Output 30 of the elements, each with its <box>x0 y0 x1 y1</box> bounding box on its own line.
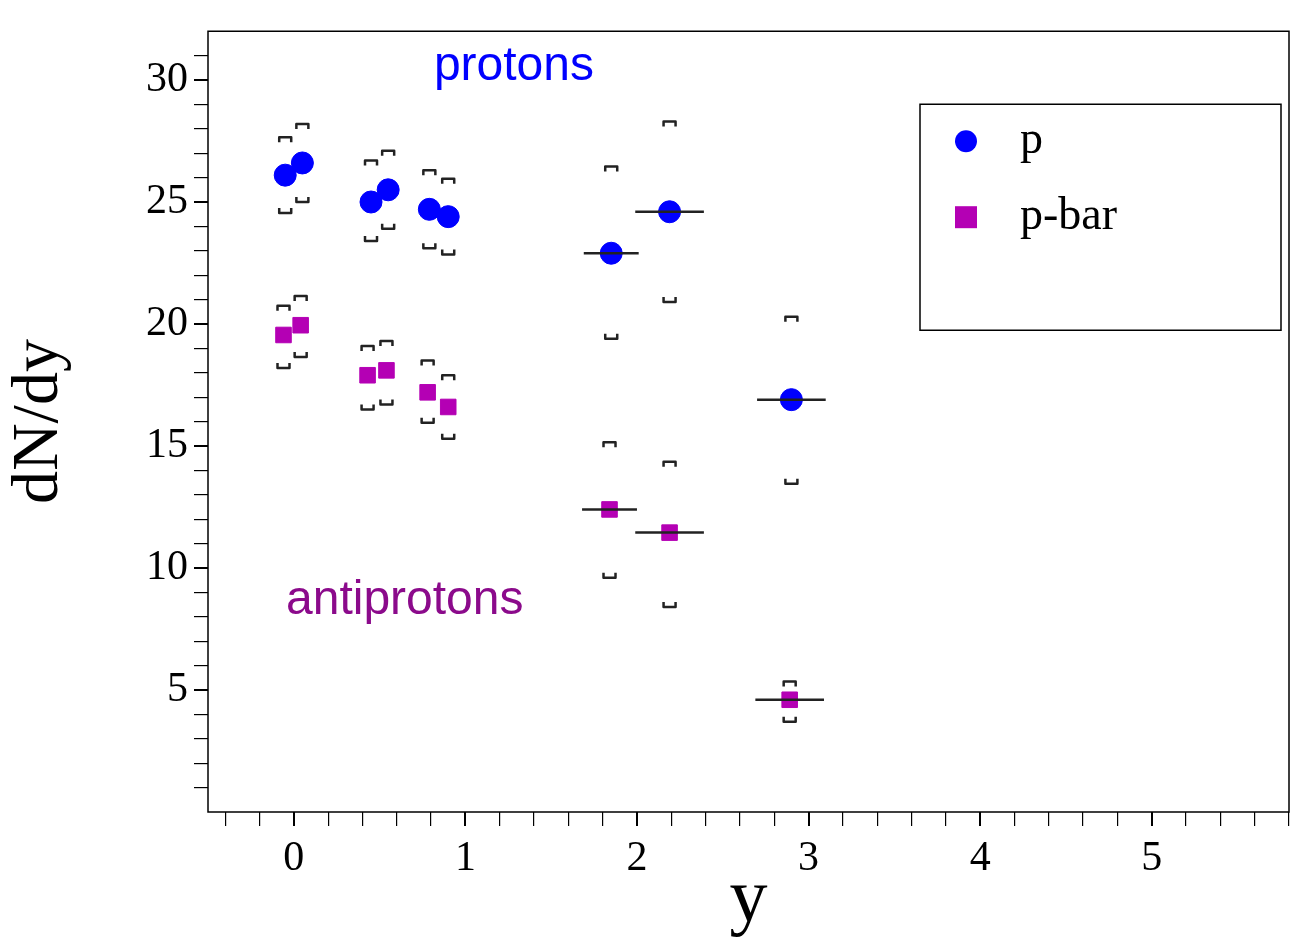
x-axis-title: y <box>729 853 768 938</box>
point <box>359 366 376 384</box>
point <box>417 197 441 221</box>
point <box>378 362 395 379</box>
annotation: antiprotons <box>285 570 524 624</box>
x-tick-label: 1 <box>454 833 476 880</box>
x-tick-label: 4 <box>969 833 991 880</box>
x-tick-label: 3 <box>798 833 820 880</box>
point <box>359 190 383 214</box>
y-tick-label: 30 <box>146 54 188 101</box>
y-tick-label: 15 <box>146 420 188 467</box>
point <box>290 151 314 175</box>
x-tick-label: 2 <box>626 833 648 880</box>
y-tick-label: 5 <box>167 664 188 711</box>
point <box>292 316 309 334</box>
point <box>273 163 297 187</box>
y-tick-label: 20 <box>146 298 188 345</box>
point <box>376 178 400 202</box>
y-tick-label: 10 <box>146 542 188 589</box>
annotation: protons <box>433 36 594 90</box>
point <box>275 326 292 344</box>
y-axis-title: dN/dy <box>0 339 71 505</box>
x-tick-label: 5 <box>1141 833 1163 880</box>
point <box>439 398 457 416</box>
legend-label: p <box>1020 112 1043 164</box>
x-tick-label: 0 <box>283 833 305 880</box>
legend-label: p-bar <box>1020 188 1118 240</box>
point <box>419 384 436 401</box>
y-tick-label: 25 <box>146 176 188 223</box>
point <box>436 205 460 229</box>
